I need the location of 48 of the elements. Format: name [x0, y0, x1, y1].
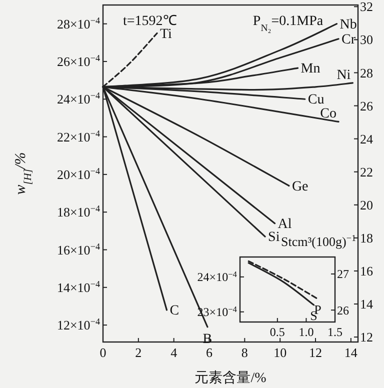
- y-tick-label: 24×10$^{−4}$: [197, 270, 238, 284]
- x-tick-label: 10: [274, 345, 287, 360]
- x-tick-label: 0: [100, 345, 106, 360]
- x-tick-label: 2: [135, 345, 142, 360]
- y2-tick-label: 28: [360, 65, 373, 80]
- series-label: Ti: [160, 26, 172, 42]
- x-tick-label: 14: [344, 345, 358, 360]
- y2-tick-label: 16: [360, 264, 374, 279]
- y2-tick-label: 27: [337, 267, 349, 282]
- y2-tick-label: 26: [360, 98, 374, 114]
- y-tick-label: 22×10$^{−4}$: [56, 128, 100, 144]
- x-tick-label: 1.0: [298, 325, 314, 339]
- y2-tick-label: 22: [360, 164, 373, 180]
- y-tick-label: 14×10$^{−4}$: [56, 278, 100, 295]
- x-axis-title: 元素含量/%: [194, 370, 267, 386]
- y-tick-label: 28×10$^{−4}$: [56, 15, 100, 32]
- series-label: C: [170, 304, 180, 319]
- y2-tick-label: 20: [360, 197, 373, 212]
- x-tick-label: 1.5: [328, 325, 342, 339]
- y2-tick-label: 32: [360, 0, 373, 14]
- x-tick-label: 8: [241, 345, 248, 360]
- y2-tick-label: 24: [360, 131, 374, 146]
- y-tick-label: 12×10$^{−4}$: [56, 316, 100, 333]
- series-label: Cu: [308, 92, 324, 108]
- annotation: t=1592℃: [123, 14, 177, 29]
- x-tick-label: 12: [309, 345, 322, 360]
- annotation: P$_{N₂}$=0.1MPa: [252, 14, 324, 34]
- y-tick-label: 18×10$^{−4}$: [56, 204, 100, 220]
- series-label: Ni: [336, 68, 351, 83]
- series-label: Al: [278, 216, 292, 232]
- y-tick-label: 24×10$^{−4}$: [56, 90, 100, 107]
- y-tick-label: 16×10$^{−4}$: [56, 241, 100, 258]
- series-label: Co: [320, 106, 337, 122]
- series-label: Mn: [300, 62, 320, 77]
- y-tick-label: 26×10$^{−4}$: [56, 53, 100, 70]
- x-tick-label: 6: [206, 345, 213, 360]
- y2-tick-label: 30: [360, 32, 373, 48]
- series-label: Nb: [340, 17, 357, 32]
- series-label: Ge: [292, 179, 308, 194]
- y2-tick-label: 26: [337, 303, 349, 318]
- y2-tick-label: 14: [360, 296, 374, 312]
- x-tick-label: 0.5: [270, 325, 285, 339]
- y2-axis-title: Stcm³(100g)$^{−1}$: [281, 232, 356, 249]
- y2-tick-label: 18: [360, 230, 373, 246]
- series-label: Si: [268, 230, 280, 246]
- y-tick-label: 20×10$^{−4}$: [56, 166, 100, 182]
- series-label: Cr: [342, 32, 356, 48]
- x-tick-label: 4: [170, 345, 178, 360]
